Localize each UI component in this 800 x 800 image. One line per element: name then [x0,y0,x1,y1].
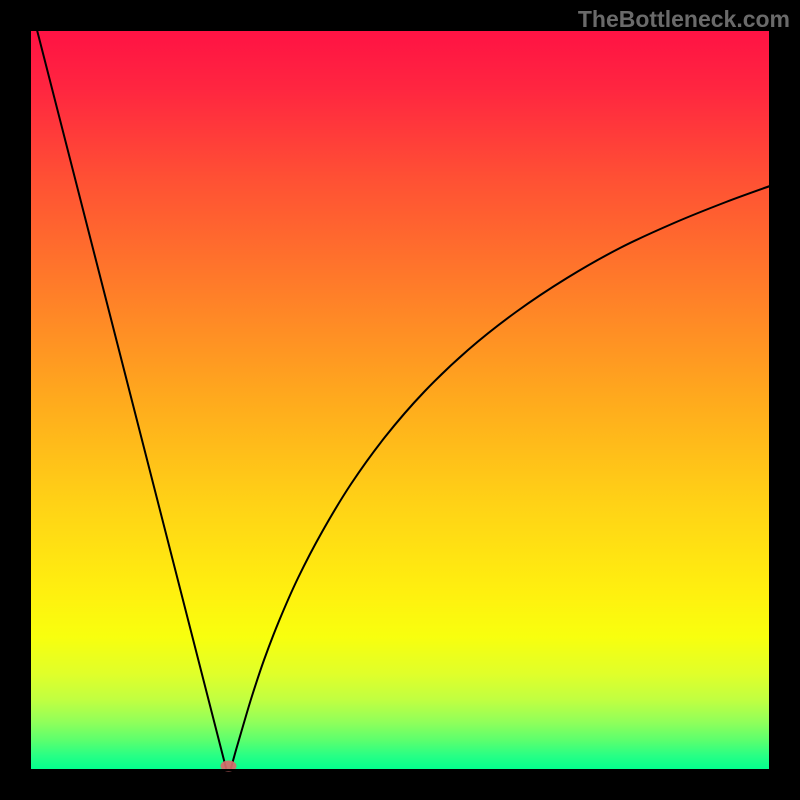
bottleneck-chart [0,0,800,800]
plot-background [30,30,770,770]
chart-container: TheBottleneck.com [0,0,800,800]
watermark-text: TheBottleneck.com [578,6,790,33]
